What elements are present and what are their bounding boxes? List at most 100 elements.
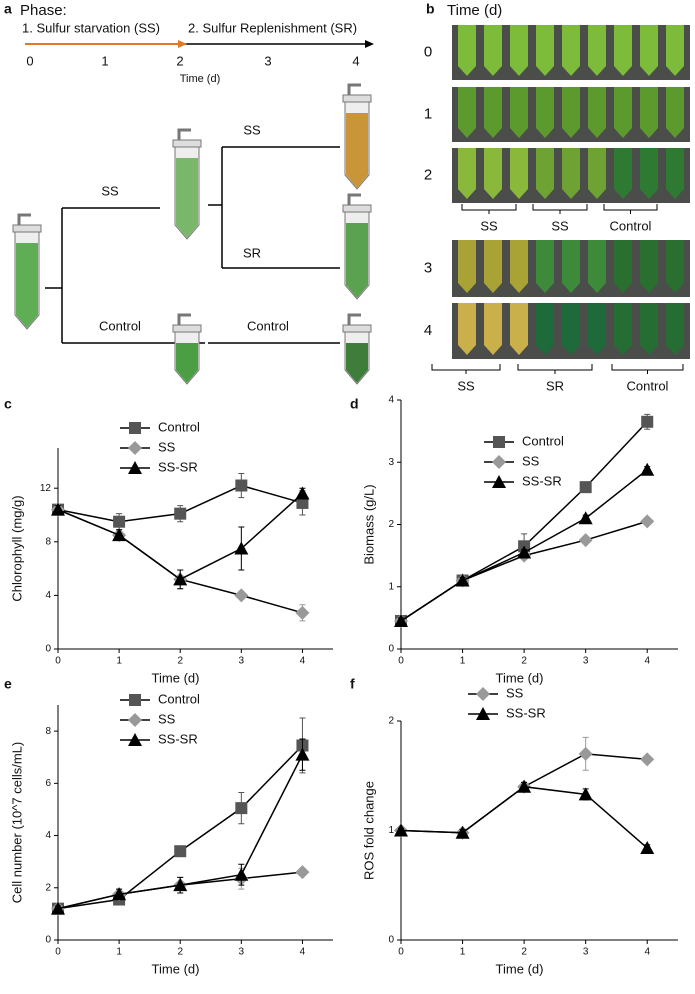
x-tick-label: 1	[460, 947, 466, 958]
x-tick-label: 0	[55, 656, 61, 667]
tube-cap	[177, 128, 191, 140]
tube-rim	[342, 324, 372, 333]
marker	[112, 528, 127, 542]
y-axis-label: Chlorophyll (mg/g)	[9, 495, 24, 601]
x-tick-label: 2	[521, 656, 527, 667]
photo-tube	[666, 25, 684, 76]
x-axis-label: Time (d)	[496, 670, 544, 685]
x-tick-label: 3	[583, 656, 589, 667]
x-tick-label: 4	[644, 656, 650, 667]
tube-icons	[12, 83, 372, 385]
marker	[51, 901, 65, 915]
timeline-tick: 3	[264, 53, 271, 68]
photo-tube	[536, 240, 554, 293]
axes	[400, 721, 678, 941]
marker	[295, 605, 310, 620]
branch-label: SS	[243, 122, 261, 137]
photo-tube	[588, 148, 606, 199]
photo-tube	[510, 25, 528, 76]
row-label: 4	[424, 322, 432, 339]
tube-liquid	[176, 158, 198, 238]
photo-tube	[536, 25, 554, 76]
photo-tube	[510, 148, 528, 199]
marker	[578, 533, 593, 548]
series-line	[400, 421, 648, 622]
bracket	[611, 364, 684, 374]
axis-label: Time (d)	[447, 2, 502, 19]
marker	[517, 779, 532, 793]
legend-marker	[476, 687, 490, 701]
photo-tube	[562, 303, 580, 355]
y-tick-label: 1	[388, 825, 394, 836]
x-tick-label: 3	[239, 656, 245, 667]
y-tick-label: 2	[388, 519, 394, 530]
tube-cap	[347, 83, 361, 95]
tube-cap	[347, 313, 361, 325]
tube-cap	[347, 193, 361, 205]
tube-liquid	[176, 343, 198, 383]
tube-liquid	[346, 113, 368, 188]
tube-rim	[12, 224, 42, 233]
photo-tube	[536, 148, 554, 199]
marker	[113, 515, 126, 528]
x-tick-label: 4	[300, 656, 306, 667]
y-tick-label: 0	[388, 644, 394, 655]
tube-liquid	[346, 223, 368, 298]
row-label: 0	[424, 43, 432, 60]
photo-tube	[666, 87, 684, 138]
marker	[173, 878, 188, 892]
photo-tube	[640, 25, 658, 76]
timeline-tick: 0	[26, 53, 33, 68]
timeline-tick: 2	[176, 53, 183, 68]
x-axis-label: Time (d)	[496, 961, 544, 976]
legend-label: Control	[158, 419, 200, 434]
arrowhead	[365, 40, 374, 48]
legend-marker	[129, 422, 141, 434]
marker	[174, 845, 187, 858]
photo-tube	[640, 303, 658, 355]
photo-tube	[614, 303, 632, 355]
legend-marker	[492, 475, 506, 488]
legend-label: SS-SR	[506, 705, 546, 720]
legend-label: SS-SR	[158, 731, 198, 746]
y-tick-label: 12	[40, 483, 52, 494]
y-tick-label: 8	[45, 726, 51, 737]
x-tick-label: 4	[300, 947, 306, 958]
x-tick-label: 3	[583, 947, 589, 958]
photo-tube	[640, 87, 658, 138]
y-tick-label: 2	[388, 716, 394, 727]
photo-tube	[562, 87, 580, 138]
group-label: Control	[627, 378, 669, 393]
photo-tube	[484, 240, 502, 293]
marker	[112, 887, 127, 901]
group-label: SS	[551, 218, 569, 233]
y-tick-label: 0	[45, 935, 51, 946]
photo-tube	[588, 25, 606, 76]
photo-tube	[614, 240, 632, 293]
phase-label: 1. Sulfur starvation (SS)	[22, 20, 160, 35]
photo-tube	[666, 303, 684, 355]
branch-label: SS	[101, 183, 119, 198]
legend-marker	[128, 441, 142, 455]
legend-label: SS-SR	[522, 473, 562, 488]
photo-tube	[458, 303, 476, 355]
y-tick-label: 0	[45, 644, 51, 655]
photo-tube	[640, 148, 658, 199]
y-tick-label: 1	[388, 581, 394, 592]
marker	[174, 507, 187, 520]
x-tick-label: 2	[177, 947, 183, 958]
group-label: Control	[610, 218, 652, 233]
photo-panel: 0 1 2 3 4 SS SS Control SS SR Control	[424, 25, 690, 393]
photo-tube	[640, 240, 658, 293]
x-tick-label: 3	[239, 947, 245, 958]
tube-rim	[172, 139, 202, 148]
photo-tube	[484, 25, 502, 76]
marker	[640, 752, 655, 767]
marker	[394, 613, 408, 627]
group-label: SS	[457, 378, 475, 393]
y-axis-label: Cell number (10^7 cells/mL)	[9, 742, 24, 903]
marker	[579, 481, 592, 494]
x-tick-label: 1	[460, 656, 466, 667]
bracket	[431, 364, 501, 374]
